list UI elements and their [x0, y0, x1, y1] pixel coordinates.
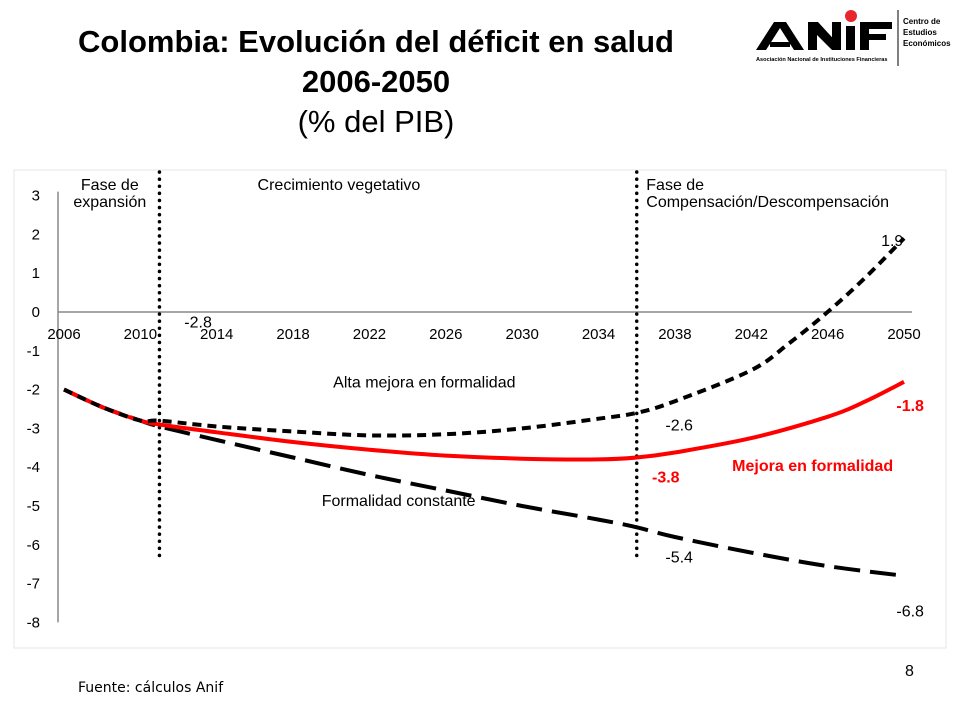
phase-lines	[157, 170, 639, 562]
y-tick-label: -3	[27, 420, 40, 437]
logo-subtitle: Asociación Nacional de Instituciones Fin…	[756, 57, 888, 63]
y-tick-label: -1	[27, 343, 40, 360]
x-tick-label: 2050	[887, 326, 920, 343]
annotations: -2.8 Alta mejora en formalidad -2.6 1.9 -1.8…	[184, 233, 924, 621]
x-tick-label: 2026	[429, 326, 462, 343]
series-group	[63, 236, 906, 578]
data-annotation: -6.8	[896, 604, 924, 621]
y-tick-label: -5	[27, 498, 40, 515]
x-tick-label: 2006	[47, 326, 80, 343]
x-tick-label: 2038	[658, 326, 691, 343]
series-line	[63, 380, 905, 462]
data-annotation: -5.4	[665, 549, 693, 566]
y-tick-label: -7	[27, 576, 40, 593]
logo-tagline-2: Estudios	[903, 28, 937, 37]
source-note: Fuente: cálculos Anif	[78, 680, 224, 696]
phase-label: Fase de	[81, 177, 139, 194]
x-tick-label: 2022	[353, 326, 386, 343]
y-tick-label: 0	[32, 304, 40, 321]
y-tick-label: -8	[27, 614, 40, 631]
data-annotation: -1.8	[896, 398, 924, 415]
logo-tagline-3: Económicos	[903, 39, 951, 48]
x-tick-label: 2010	[124, 326, 157, 343]
phase-label: Fase de	[646, 177, 704, 194]
y-tick-label: -4	[27, 459, 40, 476]
x-tick-label: 2034	[582, 326, 615, 343]
title-block: Colombia: Evolución del déficit en salud…	[20, 22, 732, 142]
page-title-unit: (% del PIB)	[297, 104, 455, 139]
data-annotation: -3.8	[652, 470, 680, 487]
y-tick-label: 2	[32, 226, 40, 243]
phase-label: Crecimiento vegetativo	[258, 177, 421, 194]
y-tick-label: 3	[32, 188, 40, 205]
series-line	[63, 387, 905, 578]
x-tick-label: 2018	[276, 326, 309, 343]
logo-tagline-1: Centro de	[903, 17, 941, 26]
data-annotation: 1.9	[881, 233, 903, 250]
anif-logo: Asociación Nacional de Instituciones Fin…	[756, 10, 951, 66]
page-title-period: 2006-2050	[301, 64, 451, 99]
y-tick-label: -6	[27, 537, 40, 554]
data-annotation: Mejora en formalidad	[732, 458, 893, 475]
data-annotation: -2.6	[665, 417, 693, 434]
logo-dot-icon	[845, 10, 857, 22]
x-tick-label: 2046	[811, 326, 844, 343]
x-tick-label: 2042	[735, 326, 768, 343]
phase-label: expansión	[73, 194, 146, 211]
page-number: 8	[905, 663, 914, 680]
data-annotation: Alta mejora en formalidad	[333, 375, 515, 392]
page-title: Colombia: Evolución del déficit en salud	[78, 24, 674, 59]
anif-wordmark-icon	[756, 22, 892, 50]
data-annotation: -2.8	[184, 315, 212, 332]
y-tick-label: -2	[27, 382, 40, 399]
series-line	[63, 236, 906, 438]
data-annotation: Formalidad constante	[322, 493, 476, 510]
x-tick-label: 2030	[505, 326, 538, 343]
phase-label: Compensación/Descompensación	[646, 194, 889, 211]
x-axis: 2006 2010 2014 2018 2022 2026 2030 2034 2038 2042…	[47, 311, 921, 343]
x-tick-label: 2014	[200, 326, 233, 343]
plot-frame	[13, 169, 947, 649]
y-tick-label: 1	[32, 265, 40, 282]
y-axis: 3 2 1 0 -1 -2 -3 -4 -5 -6 -7 -8	[27, 188, 59, 631]
